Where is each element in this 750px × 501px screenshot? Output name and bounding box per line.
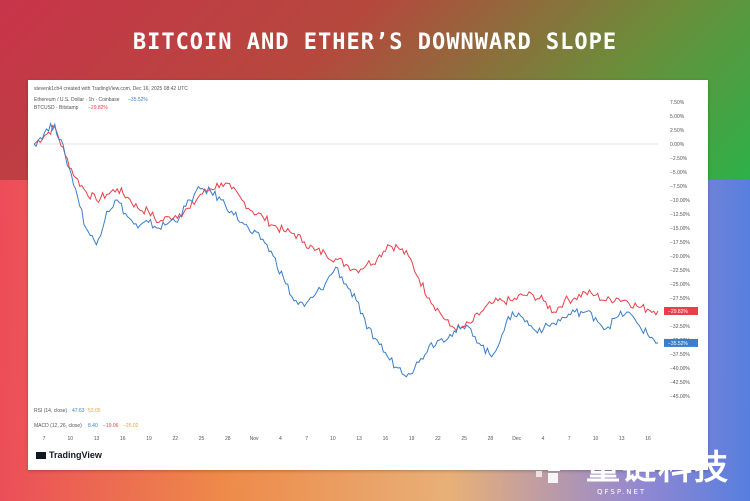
x-tick-label: 7 [305,436,308,442]
eth-legend-change: −35.52% [128,97,148,103]
y-tick-label: 2.50% [670,128,685,134]
y-tick-label: −20.00% [670,254,690,260]
x-tick-label: 22 [435,436,441,442]
x-tick-label: 13 [94,436,100,442]
x-tick-label: 16 [120,436,126,442]
macd-label: MACD (12, 26, close) [34,423,82,429]
btc-last-value-tag [664,306,698,315]
y-tick-label: −12.50% [670,212,690,218]
tradingview-icon [36,452,46,460]
x-tick-label: 13 [356,436,362,442]
y-tick-label: 0.00% [670,142,685,148]
y-tick-label: 5.00% [670,114,685,120]
y-tick-label: −15.00% [670,226,690,232]
watermark-logo-icon [536,446,572,483]
x-tick-label: 7 [568,436,571,442]
rsi-label: RSI (14, close) [34,408,67,414]
x-axis: 7 10 13 16 19 22 25 28 Nov 4 7 10 13 16 19 22 25 28 Dec 4 7 1… [43,436,651,442]
y-tick-label: −7.50% [670,184,688,190]
rsi-value-2: 53.05 [88,408,101,414]
eth-last-value-tag-text: −35.52% [668,341,688,347]
x-tick-label: 28 [488,436,494,442]
btc-last-value-tag-text: −29.82% [668,309,688,315]
y-tick-label: −10.00% [670,198,690,204]
btc-legend-change: −29.82% [88,105,108,111]
macd-value-3: −26.02 [123,423,139,429]
x-tick-label: 25 [461,436,467,442]
x-tick-label: 28 [225,436,231,442]
watermark-text: 量链科技 [586,448,730,488]
x-tick-label: 4 [279,436,282,442]
rsi-value-1: 47.63 [72,408,85,414]
y-tick-label: −37.50% [670,352,690,358]
tradingview-logo: TradingView [36,450,102,460]
y-tick-label: −27.50% [670,296,690,302]
btc-legend: BTCUSD · Bitstamp [34,105,79,111]
macd-value-1: 8.40 [88,423,98,429]
y-tick-label: −45.00% [670,394,690,400]
eth-series-line [33,122,659,378]
x-tick-label: 10 [67,436,73,442]
x-tick-label: 16 [645,436,651,442]
y-tick-label: −32.50% [670,324,690,330]
x-tick-label: 25 [199,436,205,442]
x-tick-label: Nov [250,436,259,442]
chart-header-line: stevenk1ch4 created with TradingView.com… [34,86,188,92]
x-tick-label: 19 [146,436,152,442]
macd-value-2: −19.06 [103,423,119,429]
x-tick-label: 13 [619,436,625,442]
y-tick-label: −22.50% [670,268,690,274]
y-tick-label: −42.50% [670,380,690,386]
btc-series-line [33,124,659,333]
x-tick-label: 10 [593,436,599,442]
x-tick-label: 10 [330,436,336,442]
y-tick-label: −5.00% [670,170,688,176]
y-tick-label: 7.50% [670,100,685,106]
tradingview-brand: TradingView [49,450,102,460]
y-tick-label: −17.50% [670,240,690,246]
x-tick-label: 7 [43,436,46,442]
x-tick-label: 16 [383,436,389,442]
x-tick-label: Dec [512,436,521,442]
y-tick-label: −40.00% [670,366,690,372]
eth-legend: Ethereum / U.S. Dollar · 1h · Coinbase [34,97,120,103]
x-tick-label: 19 [409,436,415,442]
watermark-subtext: QFSP.NET [597,488,647,496]
x-tick-label: 4 [542,436,545,442]
watermark: 量链科技 [530,440,730,489]
x-tick-label: 22 [173,436,179,442]
y-axis: 7.50% 5.00% 2.50% 0.00% −2.50% −5.00% −7.50% −1… [670,100,690,400]
y-tick-label: −25.00% [670,282,690,288]
chart-card: stevenk1ch4 created with TradingView.com… [28,80,708,470]
series-layer [33,122,659,378]
page-title: BITCOIN AND ETHER’S DOWNWARD SLOPE [132,30,618,55]
price-chart: stevenk1ch4 created with TradingView.com… [33,86,698,442]
eth-last-value-tag [664,338,698,347]
last-value-tags: −29.82% −35.52% [664,306,698,347]
y-tick-label: −2.50% [670,156,688,162]
